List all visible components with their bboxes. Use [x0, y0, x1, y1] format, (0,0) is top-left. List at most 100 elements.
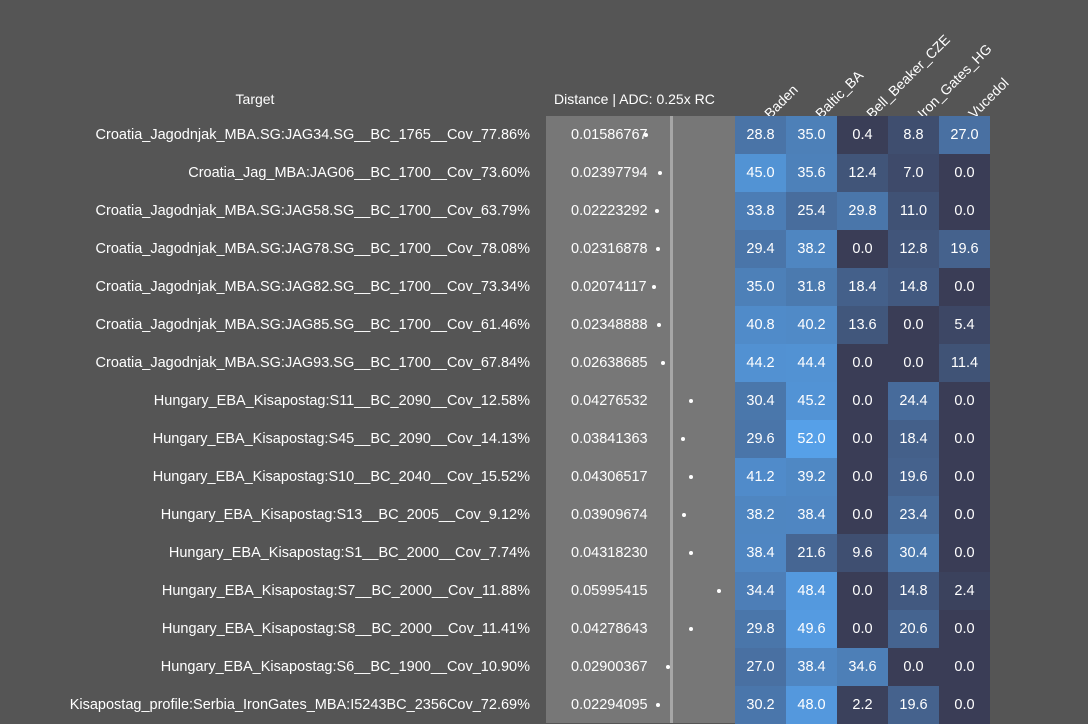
heat-cell-iron-gates-hg: 0.0 [888, 306, 939, 344]
heat-cell-iron-gates-hg: 20.6 [888, 610, 939, 648]
table-row: Hungary_EBA_Kisapostag:S45__BC_2090__Cov… [0, 420, 1088, 458]
heat-cell-baden: 38.4 [735, 534, 786, 572]
heat-cell-baden: 29.6 [735, 420, 786, 458]
heat-cell-vucedol: 0.0 [939, 648, 990, 686]
heat-cell-bell-beaker-cze: 0.0 [837, 610, 888, 648]
heat-cell-bell-beaker-cze: 29.8 [837, 192, 888, 230]
distance-axis-line [670, 116, 673, 723]
distance-dot [652, 285, 657, 289]
heat-cell-vucedol: 0.0 [939, 192, 990, 230]
column-label-baltic-ba: Baltic_BA [812, 67, 867, 122]
heat-cell-baden: 45.0 [735, 154, 786, 192]
target-column-header: Target [235, 91, 275, 107]
heat-cell-baltic-ba: 35.0 [786, 116, 837, 154]
distance-dot [656, 323, 661, 327]
table-row: Hungary_EBA_Kisapostag:S10__BC_2040__Cov… [0, 458, 1088, 496]
heat-cell-vucedol: 0.0 [939, 268, 990, 306]
heat-cell-vucedol: 5.4 [939, 306, 990, 344]
heat-cell-bell-beaker-cze: 0.0 [837, 420, 888, 458]
target-name: Croatia_Jagodnjak_MBA.SG:JAG85.SG__BC_17… [95, 317, 530, 333]
target-name: Hungary_EBA_Kisapostag:S10__BC_2040__Cov… [152, 469, 530, 485]
heat-cell-bell-beaker-cze: 0.0 [837, 572, 888, 610]
heat-cell-vucedol: 0.0 [939, 534, 990, 572]
heat-cell-baltic-ba: 49.6 [786, 610, 837, 648]
distance-value: 0.05995415 [571, 583, 648, 599]
distance-value: 0.03841363 [571, 431, 648, 447]
heat-cell-iron-gates-hg: 14.8 [888, 268, 939, 306]
table-row: Croatia_Jagodnjak_MBA.SG:JAG58.SG__BC_17… [0, 192, 1088, 230]
target-name: Hungary_EBA_Kisapostag:S13__BC_2005__Cov… [160, 507, 530, 523]
heat-cell-iron-gates-hg: 7.0 [888, 154, 939, 192]
distance-dot [655, 703, 660, 707]
target-name: Hungary_EBA_Kisapostag:S7__BC_2000__Cov_… [161, 583, 530, 599]
distance-dot [657, 171, 662, 175]
heat-cell-vucedol: 0.0 [939, 458, 990, 496]
heat-cell-vucedol: 0.0 [939, 382, 990, 420]
distance-dot [689, 475, 694, 479]
heat-cell-baltic-ba: 45.2 [786, 382, 837, 420]
table-row: Hungary_EBA_Kisapostag:S7__BC_2000__Cov_… [0, 572, 1088, 610]
table-row: Croatia_Jagodnjak_MBA.SG:JAG34.SG__BC_17… [0, 116, 1088, 154]
distance-dot [688, 399, 693, 403]
heat-cell-baden: 28.8 [735, 116, 786, 154]
heat-cell-vucedol: 19.6 [939, 230, 990, 268]
heat-cell-vucedol: 2.4 [939, 572, 990, 610]
heat-cell-baltic-ba: 40.2 [786, 306, 837, 344]
distance-value: 0.04306517 [571, 469, 648, 485]
distance-dot [716, 589, 721, 593]
distance-dot [688, 627, 693, 631]
heat-cell-bell-beaker-cze: 0.4 [837, 116, 888, 154]
heat-cell-baltic-ba: 39.2 [786, 458, 837, 496]
heat-cell-vucedol: 0.0 [939, 420, 990, 458]
heat-cell-iron-gates-hg: 18.4 [888, 420, 939, 458]
heat-cell-bell-beaker-cze: 9.6 [837, 534, 888, 572]
target-name: Hungary_EBA_Kisapostag:S45__BC_2090__Cov… [152, 431, 530, 447]
table-row: Croatia_Jagodnjak_MBA.SG:JAG82.SG__BC_17… [0, 268, 1088, 306]
table-row: Croatia_Jag_MBA:JAG06__BC_1700__Cov_73.6… [0, 154, 1088, 192]
heat-cell-baltic-ba: 35.6 [786, 154, 837, 192]
heat-cell-baltic-ba: 48.0 [786, 686, 837, 724]
heat-cell-iron-gates-hg: 30.4 [888, 534, 939, 572]
heat-cell-baden: 38.2 [735, 496, 786, 534]
heat-cell-baden: 29.4 [735, 230, 786, 268]
distance-value: 0.04278643 [571, 621, 648, 637]
table-row: Hungary_EBA_Kisapostag:S8__BC_2000__Cov_… [0, 610, 1088, 648]
target-name: Hungary_EBA_Kisapostag:S11__BC_2090__Cov… [153, 393, 530, 409]
heat-cell-vucedol: 0.0 [939, 610, 990, 648]
heat-cell-baltic-ba: 52.0 [786, 420, 837, 458]
table-row: Kisapostag_profile:Serbia_IronGates_MBA:… [0, 686, 1088, 724]
table-row: Hungary_EBA_Kisapostag:S1__BC_2000__Cov_… [0, 534, 1088, 572]
target-name: Croatia_Jag_MBA:JAG06__BC_1700__Cov_73.6… [188, 165, 530, 181]
heat-cell-baltic-ba: 38.2 [786, 230, 837, 268]
target-name: Croatia_Jagodnjak_MBA.SG:JAG34.SG__BC_17… [95, 127, 530, 143]
heat-cell-bell-beaker-cze: 2.2 [837, 686, 888, 724]
heat-cell-baden: 40.8 [735, 306, 786, 344]
heat-cell-iron-gates-hg: 23.4 [888, 496, 939, 534]
target-name: Hungary_EBA_Kisapostag:S6__BC_1900__Cov_… [160, 659, 530, 675]
heat-cell-baden: 27.0 [735, 648, 786, 686]
distance-value: 0.02397794 [571, 165, 648, 181]
column-label-bell-beaker-cze: Bell_Beaker_CZE [863, 31, 954, 122]
distance-panel [546, 116, 735, 723]
heat-cell-vucedol: 11.4 [939, 344, 990, 382]
distance-value: 0.04276532 [571, 393, 648, 409]
heat-cell-iron-gates-hg: 24.4 [888, 382, 939, 420]
distance-column-header: Distance | ADC: 0.25x RC [554, 91, 715, 107]
table-row: Hungary_EBA_Kisapostag:S11__BC_2090__Cov… [0, 382, 1088, 420]
heat-cell-iron-gates-hg: 12.8 [888, 230, 939, 268]
distance-dot [682, 513, 687, 517]
distance-value: 0.02638685 [571, 355, 648, 371]
heat-cell-baltic-ba: 38.4 [786, 496, 837, 534]
heat-cell-bell-beaker-cze: 0.0 [837, 230, 888, 268]
target-name: Hungary_EBA_Kisapostag:S8__BC_2000__Cov_… [161, 621, 530, 637]
target-name: Kisapostag_profile:Serbia_IronGates_MBA:… [69, 697, 530, 713]
heat-cell-baltic-ba: 25.4 [786, 192, 837, 230]
distance-value: 0.02348888 [571, 317, 648, 333]
column-label-vucedol: Vucedol [965, 74, 1012, 122]
distance-value: 0.01586767 [571, 127, 648, 143]
heat-cell-iron-gates-hg: 19.6 [888, 458, 939, 496]
table-row: Hungary_EBA_Kisapostag:S6__BC_1900__Cov_… [0, 648, 1088, 686]
distance-dot [681, 437, 686, 441]
heat-cell-bell-beaker-cze: 13.6 [837, 306, 888, 344]
table-row: Hungary_EBA_Kisapostag:S13__BC_2005__Cov… [0, 496, 1088, 534]
